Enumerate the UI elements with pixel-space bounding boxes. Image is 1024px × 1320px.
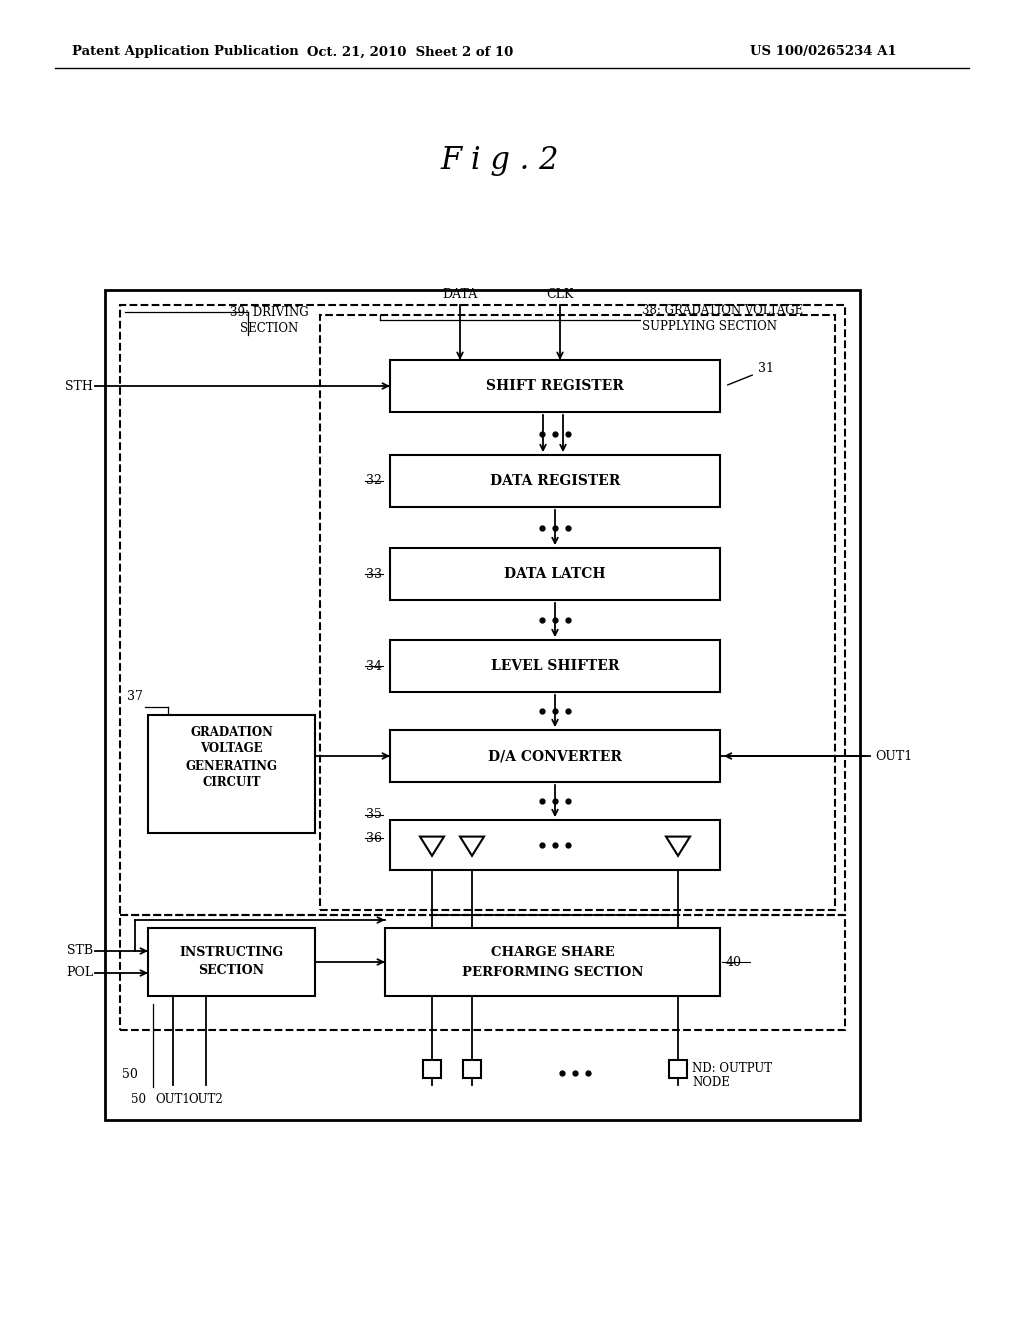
Text: CHARGE SHARE: CHARGE SHARE	[490, 945, 614, 958]
Text: 35: 35	[367, 808, 382, 821]
Text: STB: STB	[67, 945, 93, 957]
Bar	[669, 1060, 687, 1078]
Text: 38: GRADATION VOLTAGE: 38: GRADATION VOLTAGE	[642, 304, 803, 317]
Text: D/A CONVERTER: D/A CONVERTER	[488, 748, 622, 763]
Bar	[385, 928, 720, 997]
Text: STH: STH	[66, 380, 93, 392]
Bar	[319, 315, 835, 909]
Bar	[463, 1060, 481, 1078]
Text: SECTION: SECTION	[240, 322, 298, 334]
Bar	[148, 715, 315, 833]
Text: F i g . 2: F i g . 2	[440, 144, 559, 176]
Text: Patent Application Publication: Patent Application Publication	[72, 45, 299, 58]
Text: DATA: DATA	[442, 289, 477, 301]
Text: PERFORMING SECTION: PERFORMING SECTION	[462, 965, 643, 978]
Text: 36: 36	[366, 832, 382, 845]
Text: GRADATION: GRADATION	[190, 726, 273, 739]
Bar	[390, 820, 720, 870]
Text: OUT1: OUT1	[156, 1093, 190, 1106]
Bar	[390, 640, 720, 692]
Text: 50: 50	[122, 1068, 138, 1081]
Text: 32: 32	[367, 474, 382, 487]
Bar	[390, 548, 720, 601]
Bar	[120, 305, 845, 915]
Bar	[148, 928, 315, 997]
Text: ND: OUTPUT: ND: OUTPUT	[692, 1063, 772, 1076]
Text: NODE: NODE	[692, 1077, 730, 1089]
Bar	[423, 1060, 441, 1078]
Text: 31: 31	[758, 362, 774, 375]
Text: DATA LATCH: DATA LATCH	[504, 568, 606, 581]
Text: DATA REGISTER: DATA REGISTER	[489, 474, 621, 488]
Text: US 100/0265234 A1: US 100/0265234 A1	[750, 45, 897, 58]
Bar	[390, 455, 720, 507]
Text: OUT1: OUT1	[874, 750, 912, 763]
Text: VOLTAGE: VOLTAGE	[200, 742, 263, 755]
Text: 33: 33	[366, 568, 382, 581]
Text: CLK: CLK	[547, 289, 573, 301]
Text: INSTRUCTING: INSTRUCTING	[179, 946, 284, 960]
Bar	[390, 730, 720, 781]
Text: Oct. 21, 2010  Sheet 2 of 10: Oct. 21, 2010 Sheet 2 of 10	[307, 45, 513, 58]
Text: SHIFT REGISTER: SHIFT REGISTER	[486, 379, 624, 393]
Text: 39: DRIVING: 39: DRIVING	[230, 305, 308, 318]
Text: SUPPLYING SECTION: SUPPLYING SECTION	[642, 319, 777, 333]
Text: 34: 34	[366, 660, 382, 672]
Bar	[120, 915, 845, 1030]
Text: 37: 37	[127, 690, 143, 704]
Text: OUT2: OUT2	[188, 1093, 223, 1106]
Text: 40: 40	[726, 956, 742, 969]
Text: 50: 50	[131, 1093, 146, 1106]
Text: LEVEL SHIFTER: LEVEL SHIFTER	[490, 659, 620, 673]
Bar	[390, 360, 720, 412]
Bar	[105, 290, 860, 1119]
Text: POL: POL	[66, 966, 93, 979]
Text: SECTION: SECTION	[199, 965, 264, 978]
Text: GENERATING: GENERATING	[185, 759, 278, 772]
Text: CIRCUIT: CIRCUIT	[203, 776, 261, 789]
